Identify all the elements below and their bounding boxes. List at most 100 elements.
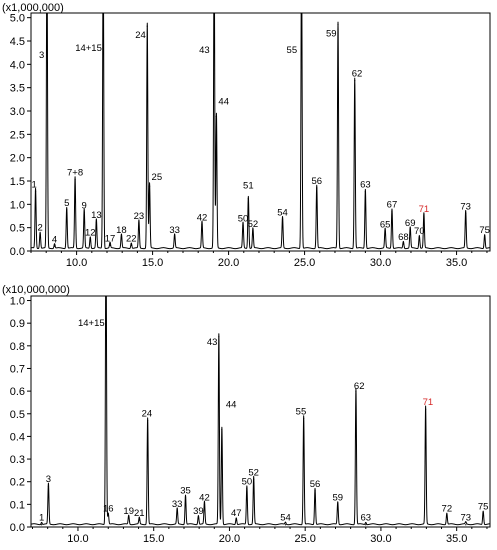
- peak-label: 75: [479, 225, 490, 236]
- peak-label: 43: [199, 45, 210, 56]
- peak-marker: [105, 296, 107, 297]
- peak-marker: [197, 517, 199, 519]
- peak-marker: [147, 419, 149, 422]
- peak-marker: [66, 209, 68, 211]
- peak-marker: [46, 13, 48, 14]
- y-tick-label: 5.0: [10, 13, 25, 25]
- peak-label: 39: [193, 506, 204, 517]
- peak-marker: [39, 234, 41, 236]
- y-tick-label: 0.1: [10, 499, 25, 511]
- peak-marker: [246, 487, 248, 490]
- peak-label: 67: [387, 199, 398, 210]
- peak-label: 33: [169, 225, 180, 236]
- x-tick-label: 25.0: [294, 257, 315, 269]
- chromatogram-trace: [31, 296, 490, 526]
- y-tick-label: 0.7: [10, 363, 25, 375]
- peak-marker: [247, 198, 249, 200]
- peak-label: 22: [126, 233, 137, 244]
- peak-label: 4: [52, 234, 57, 245]
- peak-marker: [314, 490, 316, 492]
- peak-marker: [364, 191, 366, 193]
- peak-marker: [41, 524, 43, 526]
- peak-marker: [300, 13, 303, 14]
- x-tick-label: 35.0: [446, 533, 467, 545]
- peak-label: 7+8: [67, 168, 83, 179]
- y-tick-label: 0.0: [10, 246, 25, 258]
- peak-label: 3: [46, 474, 51, 485]
- peak-marker: [242, 224, 244, 226]
- y-tick-label: 0.8: [10, 341, 25, 353]
- peak-marker: [253, 478, 255, 481]
- peak-label: 1: [32, 179, 37, 190]
- peak-marker: [484, 236, 486, 238]
- peak-marker: [355, 390, 357, 392]
- x-tick-label: 10.0: [66, 257, 87, 269]
- y-multiplier-label: (x1,000,000): [2, 2, 64, 14]
- plot-frame: [30, 295, 491, 528]
- peak-label: 62: [354, 381, 365, 392]
- chromatogram-top-panel: (x1,000,000) 0.0 0.5 1.0 1.5 2.0 2.5 3.0 3.5 4.0 4…: [2, 2, 491, 269]
- peak-marker: [303, 417, 305, 419]
- peak-marker: [95, 221, 97, 223]
- y-tick-label: 4.0: [10, 59, 25, 71]
- peak-label: 59: [332, 492, 343, 503]
- plot-frame: [30, 12, 491, 252]
- peak-marker: [354, 80, 356, 82]
- peak-label: 62: [352, 69, 363, 80]
- peak-label: 42: [197, 212, 208, 223]
- peak-label: 42: [199, 492, 210, 503]
- peak-marker: [281, 219, 284, 221]
- peak-marker: [446, 515, 448, 517]
- peak-label: 73: [460, 513, 471, 524]
- chromatogram-trace: [31, 13, 490, 250]
- peak-label: 19: [123, 506, 134, 517]
- peak-marker: [365, 524, 367, 526]
- peak-marker: [316, 187, 318, 189]
- peak-marker: [215, 116, 218, 118]
- peak-marker: [465, 524, 467, 526]
- peak-marker: [425, 408, 427, 410]
- peak-label: 24: [142, 409, 153, 420]
- peak-label: 33: [172, 499, 183, 510]
- peak-marker: [337, 24, 339, 26]
- peak-marker: [109, 244, 111, 246]
- peak-marker: [89, 238, 91, 240]
- peak-label: 14+15: [78, 318, 105, 329]
- peak-label: 71: [423, 397, 434, 408]
- peak-label: 73: [460, 202, 471, 213]
- x-tick-label: 15.0: [142, 257, 163, 269]
- peak-label: 63: [360, 513, 371, 524]
- y-tick-label: 0.6: [10, 386, 25, 398]
- peak-label: 52: [248, 467, 259, 478]
- y-tick-label: 0.5: [10, 409, 25, 421]
- peak-label: 25: [152, 172, 163, 183]
- peak-label: 3: [39, 50, 44, 61]
- peak-label: 47: [231, 508, 242, 519]
- peak-label: 50: [242, 477, 253, 488]
- peak-label: 63: [360, 180, 371, 191]
- y-tick-label: 0.4: [10, 431, 25, 443]
- peak-marker: [174, 236, 176, 238]
- peak-marker: [384, 230, 386, 232]
- peak-label: 55: [296, 406, 307, 417]
- peak-marker: [218, 336, 220, 338]
- peak-marker: [53, 245, 56, 247]
- peak-marker: [201, 223, 203, 225]
- peak-label: 71: [419, 204, 430, 215]
- peak-label: 23: [134, 211, 145, 222]
- x-tick-label: 10.0: [67, 533, 88, 545]
- y-tick-label: 0.5: [10, 223, 25, 235]
- peak-label: 65: [380, 219, 391, 230]
- peak-label: 43: [207, 337, 218, 348]
- peak-marker: [423, 215, 425, 217]
- peak-marker: [107, 515, 109, 517]
- peak-label: 59: [326, 29, 337, 40]
- y-tick-label: 1.0: [10, 199, 25, 211]
- peak-label: 56: [310, 479, 321, 490]
- peak-marker: [146, 25, 148, 27]
- peak-label: 70: [414, 226, 425, 237]
- peak-label: 50: [238, 213, 249, 224]
- peak-marker: [337, 503, 339, 505]
